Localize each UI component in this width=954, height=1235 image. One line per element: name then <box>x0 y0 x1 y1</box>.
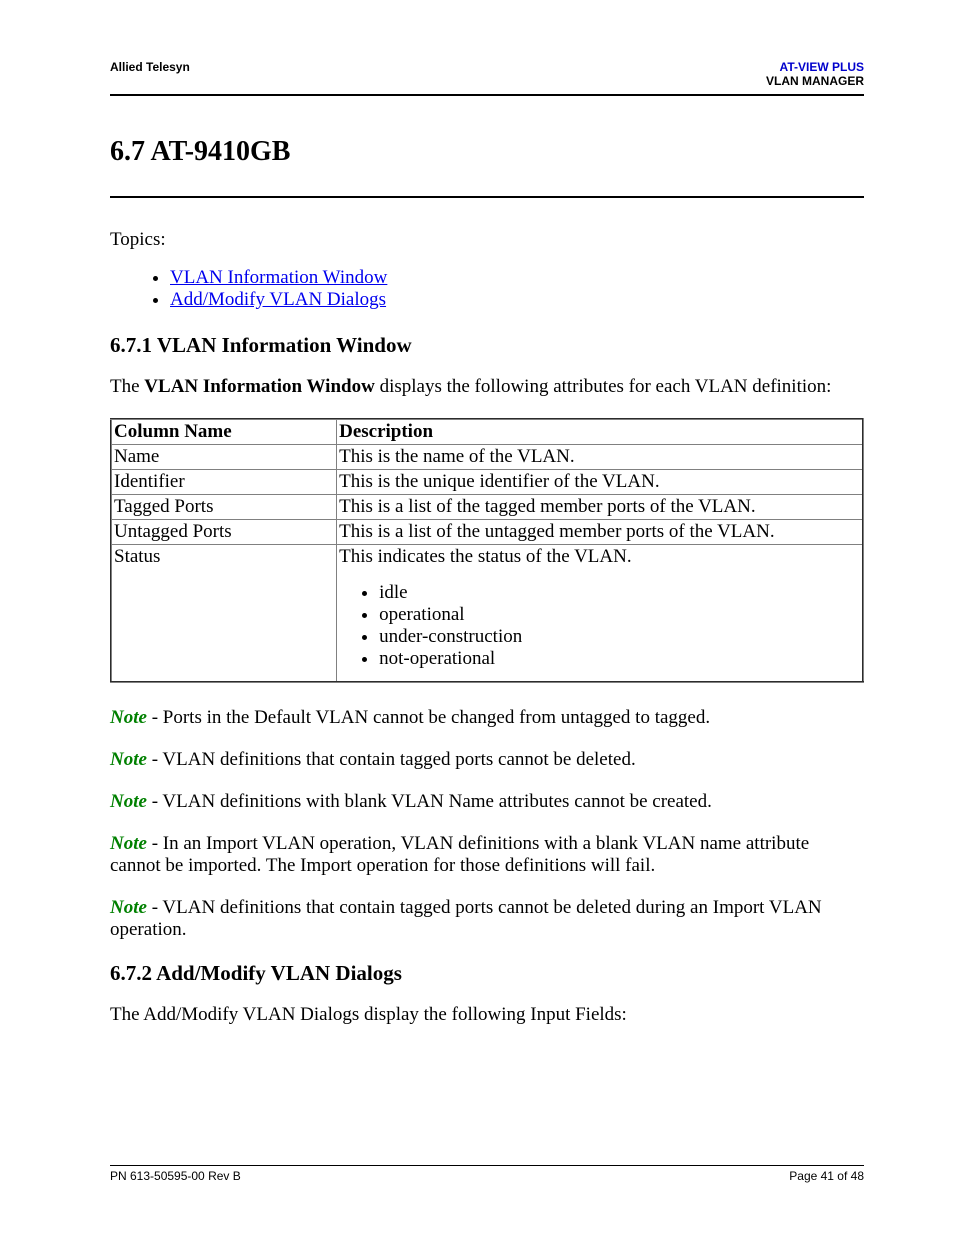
table-row: Untagged Ports This is a list of the unt… <box>111 519 863 544</box>
note-3: Note - VLAN definitions with blank VLAN … <box>110 791 864 813</box>
header-rule <box>110 94 864 96</box>
note-2: Note - VLAN definitions that contain tag… <box>110 749 864 771</box>
cell-status-desc: This indicates the status of the VLAN. i… <box>337 544 863 682</box>
cell-desc: This is a list of the untagged member po… <box>337 519 863 544</box>
subsection-1-intro: The VLAN Information Window displays the… <box>110 376 864 398</box>
header-left: Allied Telesyn <box>110 60 190 74</box>
table-row: Identifier This is the unique identifier… <box>111 469 863 494</box>
subsection-heading-2: 6.7.2 Add/Modify VLAN Dialogs <box>110 961 864 986</box>
note-text: VLAN definitions that contain tagged por… <box>110 897 822 940</box>
header-module: VLAN MANAGER <box>766 74 864 88</box>
note-5: Note - VLAN definitions that contain tag… <box>110 897 864 941</box>
cell-name: Untagged Ports <box>111 519 337 544</box>
topic-link-add-modify[interactable]: Add/Modify VLAN Dialogs <box>170 289 386 310</box>
intro-prefix: The <box>110 376 144 397</box>
note-1: Note - Ports in the Default VLAN cannot … <box>110 707 864 729</box>
table-header-row: Column Name Description <box>111 419 863 445</box>
footer-left: PN 613-50595-00 Rev B <box>110 1169 241 1183</box>
note-label: Note <box>110 833 147 854</box>
section-title: 6.7 AT-9410GB <box>110 136 864 168</box>
table-row-status: Status This indicates the status of the … <box>111 544 863 682</box>
status-item: under-construction <box>379 626 860 648</box>
cell-desc: This is a list of the tagged member port… <box>337 494 863 519</box>
subsection-2-intro: The Add/Modify VLAN Dialogs display the … <box>110 1004 864 1026</box>
note-sep: - <box>147 707 163 728</box>
note-sep: - <box>147 833 163 854</box>
note-text: VLAN definitions that contain tagged por… <box>162 749 635 770</box>
status-item: operational <box>379 604 860 626</box>
header-right: AT-VIEW PLUS VLAN MANAGER <box>766 60 864 88</box>
page-header: Allied Telesyn AT-VIEW PLUS VLAN MANAGER <box>110 60 864 88</box>
footer-row: PN 613-50595-00 Rev B Page 41 of 48 <box>110 1169 864 1183</box>
cell-name: Status <box>111 544 337 682</box>
note-sep: - <box>147 897 162 918</box>
topics-list: VLAN Information Window Add/Modify VLAN … <box>110 267 864 311</box>
note-label: Note <box>110 897 147 918</box>
cell-desc: This is the name of the VLAN. <box>337 444 863 469</box>
note-label: Note <box>110 749 147 770</box>
col-header-name: Column Name <box>111 419 337 445</box>
note-label: Note <box>110 791 147 812</box>
vlan-attributes-table: Column Name Description Name This is the… <box>110 418 864 683</box>
footer-rule <box>110 1165 864 1166</box>
cell-name: Tagged Ports <box>111 494 337 519</box>
topics-label: Topics: <box>110 228 864 253</box>
note-text: In an Import VLAN operation, VLAN defini… <box>110 833 809 876</box>
footer-right: Page 41 of 48 <box>789 1169 864 1183</box>
status-item: not-operational <box>379 648 860 670</box>
note-label: Note <box>110 707 147 728</box>
note-sep: - <box>147 791 162 812</box>
intro-suffix: displays the following attributes for ea… <box>375 376 832 397</box>
intro-bold: VLAN Information Window <box>144 376 375 397</box>
table-row: Name This is the name of the VLAN. <box>111 444 863 469</box>
cell-name: Name <box>111 444 337 469</box>
section-rule <box>110 196 864 198</box>
status-item: idle <box>379 582 860 604</box>
page-footer: PN 613-50595-00 Rev B Page 41 of 48 <box>110 1165 864 1183</box>
topic-item: Add/Modify VLAN Dialogs <box>170 289 864 311</box>
document-page: Allied Telesyn AT-VIEW PLUS VLAN MANAGER… <box>0 0 954 1235</box>
note-text: VLAN definitions with blank VLAN Name at… <box>162 791 711 812</box>
status-list: idle operational under-construction not-… <box>339 582 860 670</box>
topic-item: VLAN Information Window <box>170 267 864 289</box>
status-intro: This indicates the status of the VLAN. <box>339 546 860 568</box>
table-row: Tagged Ports This is a list of the tagge… <box>111 494 863 519</box>
cell-name: Identifier <box>111 469 337 494</box>
note-4: Note - In an Import VLAN operation, VLAN… <box>110 833 864 877</box>
note-sep: - <box>147 749 162 770</box>
note-text: Ports in the Default VLAN cannot be chan… <box>163 707 710 728</box>
topic-link-vlan-info[interactable]: VLAN Information Window <box>170 267 387 288</box>
cell-desc: This is the unique identifier of the VLA… <box>337 469 863 494</box>
subsection-heading-1: 6.7.1 VLAN Information Window <box>110 333 864 358</box>
header-product: AT-VIEW PLUS <box>766 60 864 74</box>
col-header-desc: Description <box>337 419 863 445</box>
